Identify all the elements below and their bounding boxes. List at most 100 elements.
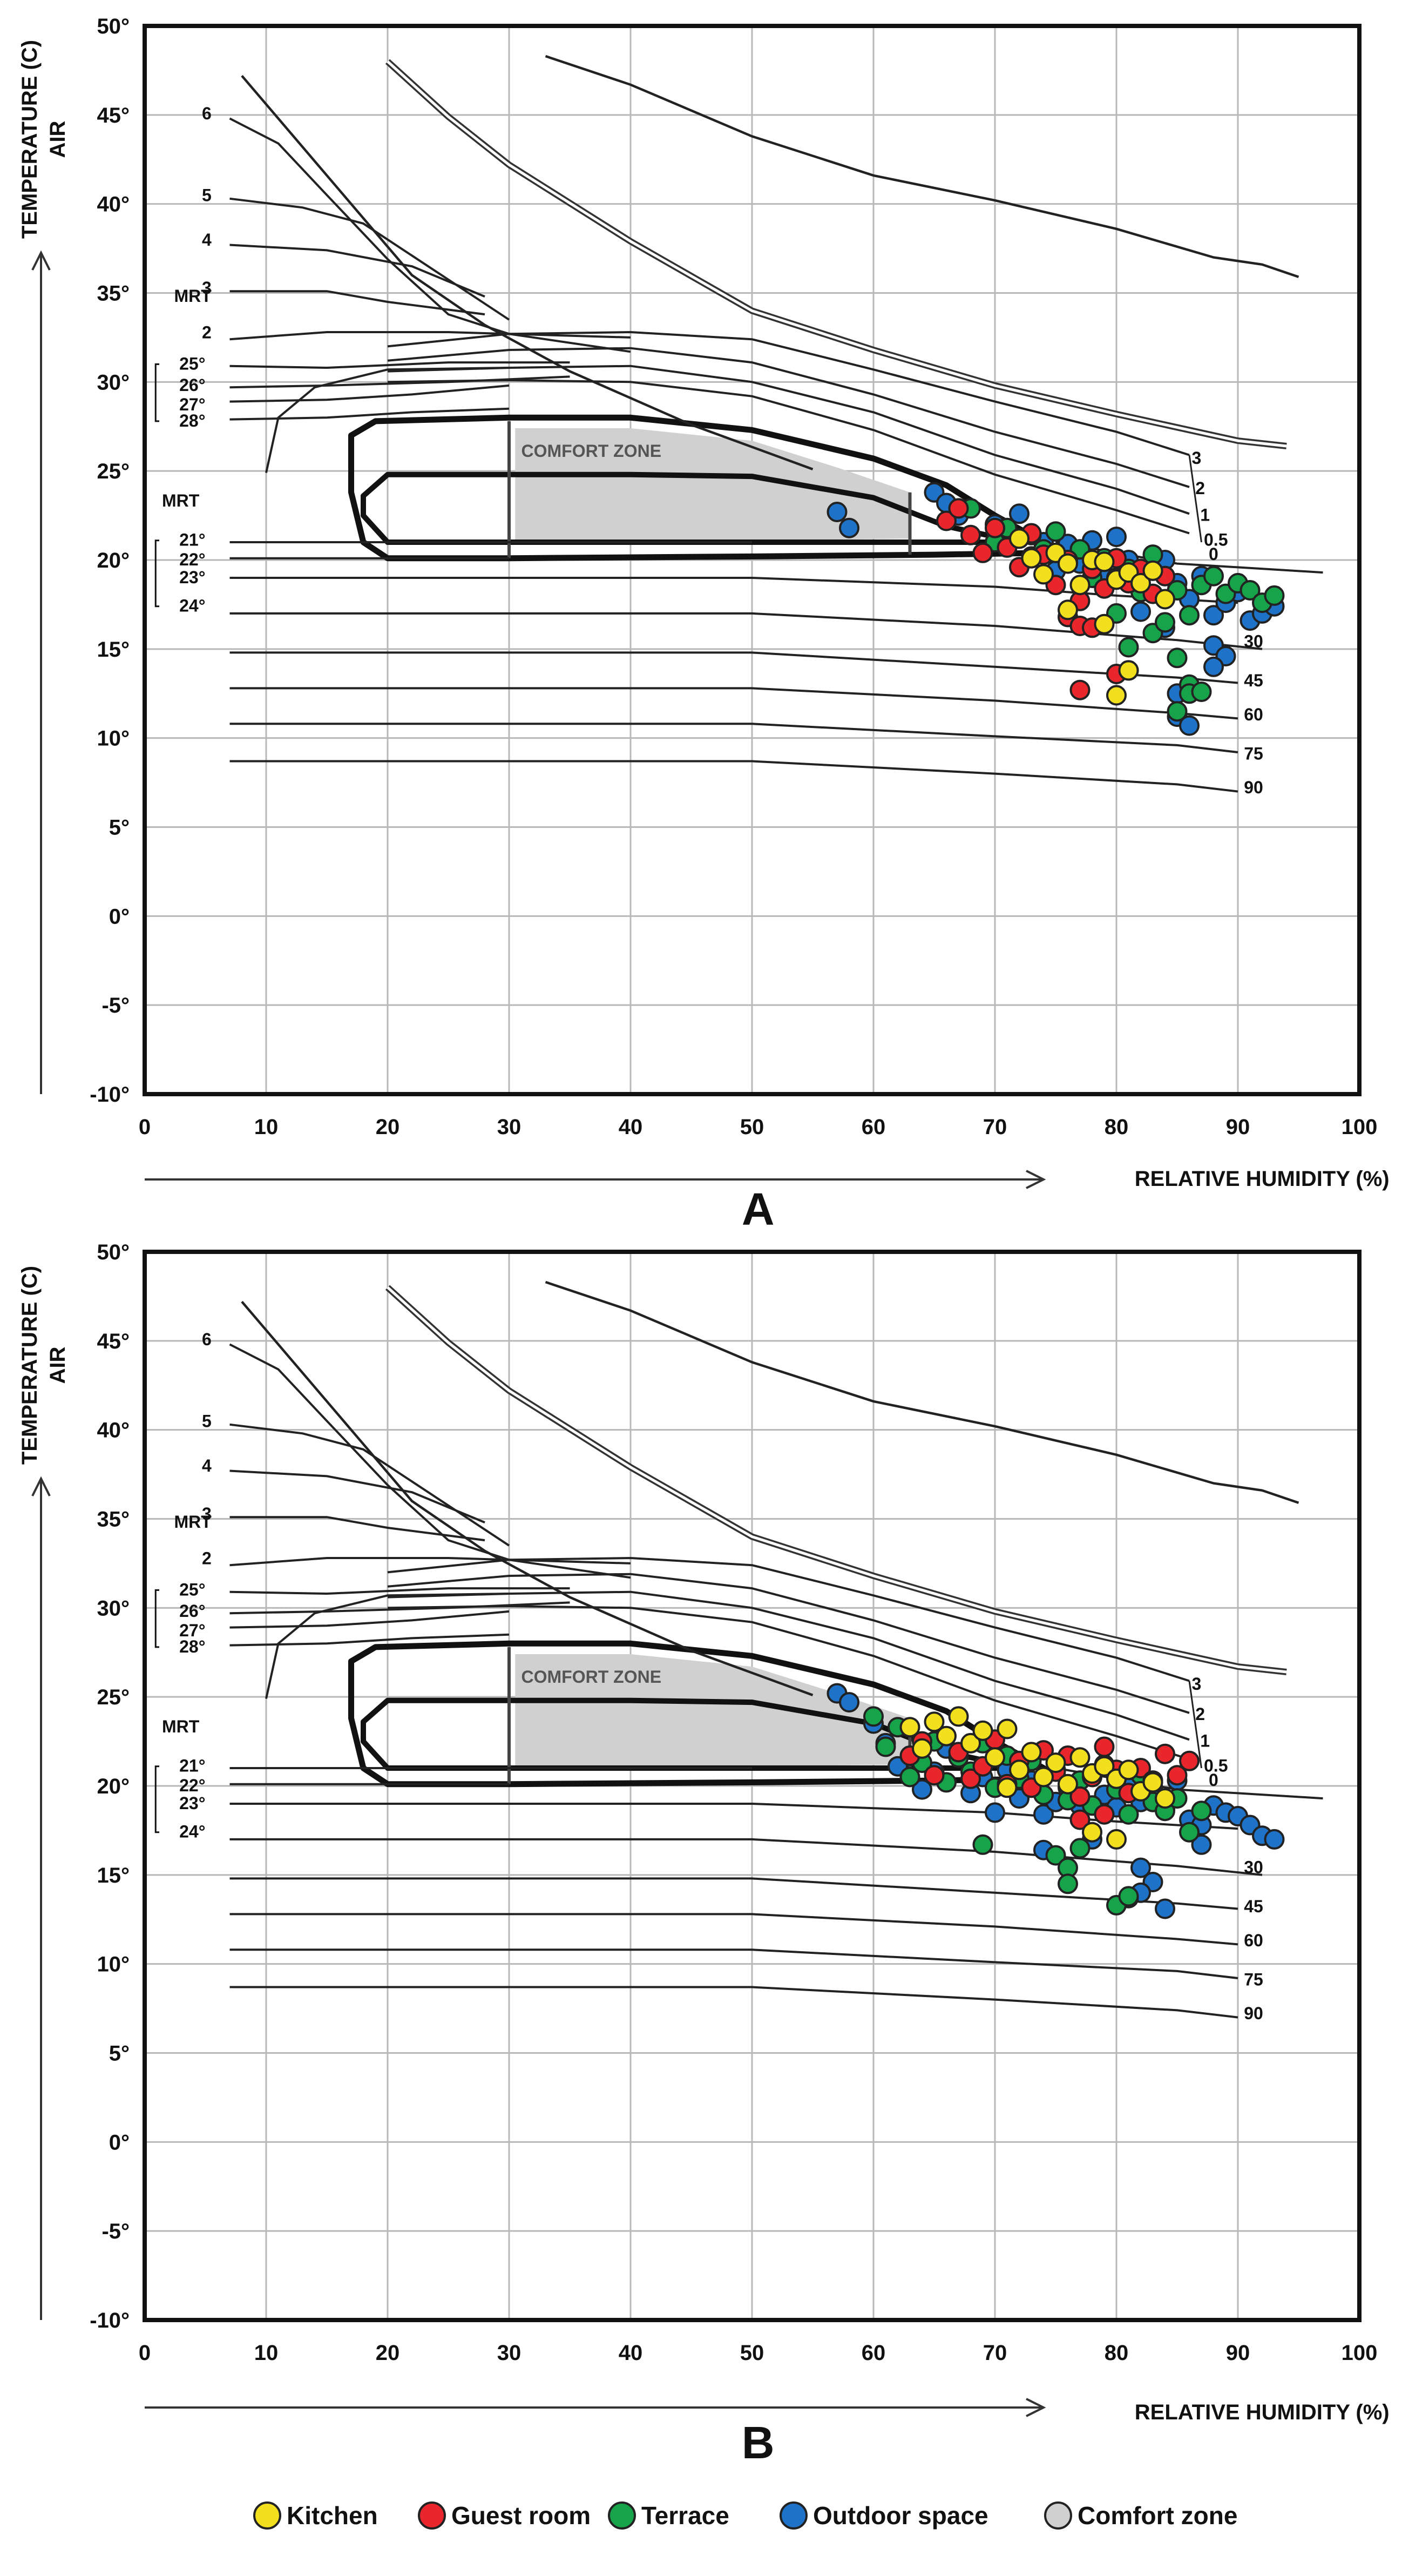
data-point-kitchen — [1155, 589, 1175, 610]
sun-line-75 — [229, 1986, 1238, 2019]
data-point-kitchen — [1033, 564, 1054, 585]
data-point-guest — [1069, 1809, 1091, 1830]
sun-radiation-label: 45 — [1244, 1897, 1263, 1916]
mrt-lower-bracket — [154, 540, 159, 608]
wind-line-3 — [387, 1556, 1190, 1682]
mrt-curve-4 — [229, 244, 485, 298]
mrt-curve-5 — [229, 197, 510, 321]
data-points — [827, 482, 1285, 736]
data-point-terrace — [1118, 1886, 1139, 1907]
y-tick-label: -10° — [90, 1083, 130, 1107]
data-point-kitchen — [1118, 660, 1139, 681]
legend-swatch — [780, 2501, 808, 2530]
data-point-guest — [1094, 1736, 1115, 1757]
x-tick-label: 50 — [740, 2341, 764, 2365]
data-point-terrace — [1203, 565, 1224, 586]
y-axis-ticks: 50° 45° 40° 35° 30° 25° 20° 15° 10° 5° 0° -5° -10° — [90, 15, 130, 1107]
legend-swatch — [253, 2501, 281, 2530]
y-tick-label: 0° — [109, 2130, 130, 2154]
legend-item-kitchen: Kitchen — [253, 2501, 378, 2530]
sun-radiation-label: 45 — [1244, 671, 1263, 690]
data-point-kitchen — [924, 1711, 945, 1732]
mrt-upper-title: MRT — [174, 1512, 212, 1532]
mrt-hook-curve — [265, 1593, 510, 1699]
data-point-outdoor — [1009, 503, 1030, 524]
climate-lines — [229, 55, 1323, 793]
mrt-curve-2 — [229, 1557, 631, 1567]
legend-item-outdoor: Outdoor space — [780, 2501, 988, 2530]
mrt-curve-4 — [229, 1469, 485, 1523]
y-tick-label: 10° — [97, 727, 130, 751]
sun-radiation-label: 30 — [1244, 1858, 1263, 1877]
x-axis-arrowhead — [1026, 2398, 1046, 2417]
y-tick-label: 35° — [97, 282, 130, 306]
y-tick-label: -5° — [101, 2220, 130, 2243]
data-point-guest — [960, 1768, 981, 1789]
data-point-terrace — [899, 1766, 920, 1788]
data-point-kitchen — [1142, 1772, 1163, 1793]
data-point-guest — [985, 517, 1005, 538]
data-point-outdoor — [1106, 527, 1127, 548]
data-point-terrace — [1191, 682, 1212, 702]
curve-label: 3 — [202, 278, 212, 298]
mrt-lower-value: 21° — [179, 530, 205, 550]
data-point-guest — [1155, 1743, 1175, 1764]
legend-label: Guest room — [451, 2501, 591, 2530]
data-point-guest — [1094, 1804, 1115, 1825]
wind-speed-label: 1 — [1200, 1731, 1210, 1751]
curve-label: 2 — [202, 322, 212, 342]
mrt-upper-value: 28° — [179, 411, 205, 430]
comfort-zone-fill — [515, 428, 910, 541]
mrt-curve-3 — [229, 290, 485, 316]
data-point-kitchen — [1058, 553, 1078, 574]
curve-label: 3 — [202, 1504, 212, 1523]
x-tick-label: 30 — [497, 2341, 521, 2365]
mrt-upper-value: 27° — [179, 395, 205, 414]
x-axis-ticks: 0 10 20 30 40 50 60 70 80 90 100 — [139, 1115, 1378, 1139]
plot-frame — [143, 24, 1362, 1096]
data-point-outdoor — [912, 1779, 932, 1800]
wind-speed-label: 3 — [1192, 1674, 1202, 1694]
legend-item-terrace: Terrace — [608, 2501, 729, 2530]
wind-speed-label: 3 — [1192, 448, 1202, 468]
series-kitchen — [1009, 528, 1175, 706]
data-point-terrace — [1264, 585, 1285, 606]
y-tick-label: 10° — [97, 1953, 130, 1977]
mrt-line-25 — [229, 1587, 570, 1595]
data-point-kitchen — [1058, 1773, 1078, 1795]
series-kitchen — [899, 1706, 1175, 1850]
comfort-zone-label: COMFORT ZONE — [521, 441, 662, 461]
data-point-outdoor — [1203, 656, 1224, 677]
y-tick-label: 35° — [97, 1508, 130, 1532]
data-point-outdoor — [1191, 1834, 1212, 1855]
x-axis: RELATIVE HUMIDITY (%) — [145, 1167, 1390, 1191]
data-point-kitchen — [899, 1717, 920, 1738]
data-point-outdoor — [1033, 1804, 1054, 1825]
data-point-terrace — [1167, 701, 1188, 722]
y-axis-arrowhead — [31, 250, 51, 271]
x-tick-label: 80 — [1105, 2341, 1129, 2365]
y-tick-label: 50° — [97, 1240, 130, 1264]
x-axis-ticks: 0 10 20 30 40 50 60 70 80 90 100 — [139, 2341, 1378, 2365]
data-point-kitchen — [936, 1725, 957, 1746]
x-tick-label: 70 — [983, 1115, 1007, 1139]
y-axis: TEMPERATURE (C) AIR — [18, 40, 70, 1094]
evaporative-curve — [385, 1285, 1287, 1675]
wind-speed-label: 0 — [1209, 1770, 1218, 1790]
x-tick-label: 40 — [619, 2341, 643, 2365]
y-tick-label: 40° — [97, 1419, 130, 1442]
mrt-lower-value: 23° — [179, 568, 205, 587]
data-point-outdoor — [1155, 1898, 1175, 1919]
mrt-line-25 — [229, 361, 570, 369]
mrt-lower-value: 24° — [179, 596, 205, 616]
data-point-kitchen — [1021, 1742, 1042, 1763]
curve-labels: 6 5 4 3 2 3 2 1 0.50 30 45 60 75 90 — [202, 104, 1263, 797]
legend-label: Terrace — [641, 2501, 729, 2530]
curve-labels: 6 5 4 3 2 3 2 1 0.50 30 45 60 75 90 — [202, 1330, 1263, 2023]
y-tick-label: 15° — [97, 638, 130, 662]
data-point-outdoor — [985, 1802, 1005, 1823]
wind-line-2 — [387, 347, 1190, 488]
data-point-kitchen — [1142, 560, 1163, 581]
curve-label: 4 — [202, 1456, 212, 1475]
